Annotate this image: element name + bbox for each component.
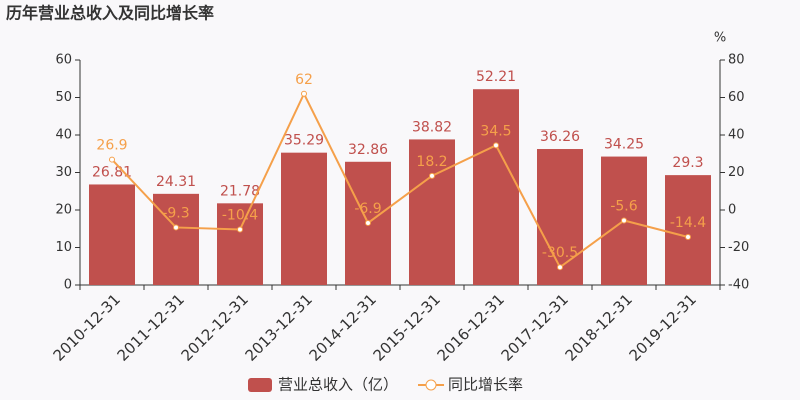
line-value-label: 34.5 [480,123,511,139]
x-tick-label: 2017-12-31 [498,290,572,364]
y2-tick-label: -40 [728,278,749,293]
line-value-label: -30.5 [542,245,578,261]
line-value-label: -10.4 [222,208,258,224]
y-tick-label: 20 [55,203,72,218]
bar-value-label: 34.25 [604,137,644,153]
legend-label: 营业总收入（亿） [278,376,398,394]
bar-value-label: 32.86 [348,142,388,158]
line [111,91,689,269]
y2-tick-label: 40 [728,128,745,143]
line-point [237,226,243,233]
x-tick-label: 2019-12-31 [626,290,700,364]
bar-value-label: 24.31 [156,174,196,190]
y2-tick-label: 60 [728,90,745,105]
line-value-label: -5.6 [610,199,637,215]
bar-value-label: 52.21 [476,69,516,85]
y-tick-label: 0 [64,278,72,293]
bar-value-label: 29.3 [672,155,703,171]
line-point [429,172,435,179]
bar-value-label: 21.78 [220,183,260,199]
y-tick-label: 60 [55,53,72,68]
line-value-label: -6.9 [354,201,381,217]
line-point [685,234,691,240]
legend-label: 同比增长率 [448,376,523,394]
bar [473,89,519,286]
bar [153,193,199,285]
x-tick-label: 2012-12-31 [178,290,252,364]
bar [89,184,135,285]
line-value-label: 62 [295,72,313,88]
y2-axis-label: % [714,31,726,46]
bar-value-label: 35.29 [284,133,324,149]
line-point [173,224,179,231]
y-tick-label: 30 [55,165,72,180]
bar-value-label: 36.26 [540,129,580,145]
line-value-label: -9.3 [162,205,189,221]
y-tick-label: 50 [55,90,72,105]
x-tick-label: 2016-12-31 [434,290,508,364]
line-point [301,90,307,97]
legend-swatch [248,378,272,392]
x-tick-label: 2013-12-31 [242,290,316,364]
chart-title: 历年营业总收入及同比增长率 [6,4,214,23]
bar [537,149,583,285]
line-point [365,219,371,226]
x-tick-label: 2010-12-31 [50,290,124,364]
bar [665,175,711,285]
legend-swatch [425,379,437,391]
line-value-label: 18.2 [416,154,447,170]
y2-tick-label: 80 [728,53,745,68]
bar-value-label: 38.82 [412,119,452,135]
line-value-label: -14.4 [670,215,706,231]
bar-value-label: 26.81 [92,164,132,180]
bar [281,152,327,285]
x-tick-label: 2018-12-31 [562,290,636,364]
y2-tick-label: 20 [728,165,745,180]
line-point [109,156,115,163]
y2-tick-label: 0 [728,203,736,218]
bar [217,203,263,285]
line-point [557,264,563,271]
bar [409,139,455,285]
y2-tick-label: -20 [728,240,749,255]
y-tick-label: 40 [55,128,72,143]
x-tick-label: 2011-12-31 [114,290,188,364]
line-point [493,142,499,149]
x-tick-label: 2015-12-31 [370,290,444,364]
x-tick-label: 2014-12-31 [306,290,380,364]
line-point [621,217,627,224]
y-tick-label: 10 [55,240,72,255]
line-value-label: 26.9 [96,138,127,154]
